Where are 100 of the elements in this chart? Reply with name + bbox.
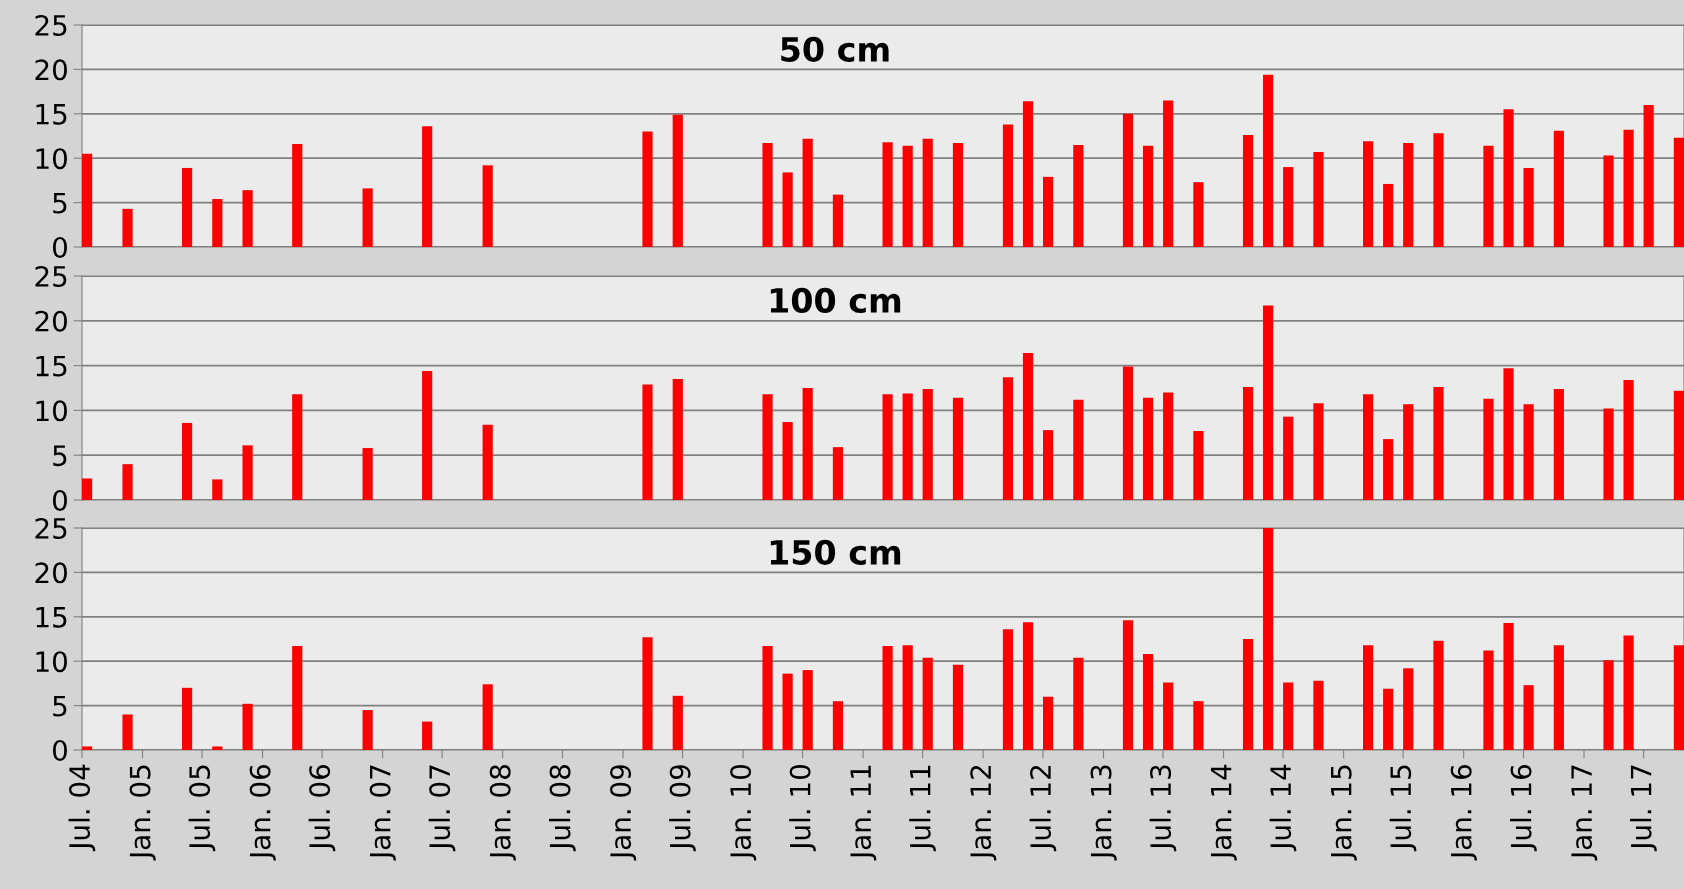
bar [902,645,913,750]
bar [1603,660,1614,750]
bar [952,143,964,247]
bar [1142,397,1154,500]
bar [902,393,913,500]
bar [1603,155,1614,247]
bar [1263,74,1274,247]
x-tick-label: Jan. 07 [369,765,396,861]
y-tick-label: 10 [36,651,67,673]
x-tick-label: Jan. 08 [489,765,516,861]
bar [482,684,493,750]
bar [292,394,303,500]
bar [642,384,653,500]
bar [672,695,683,750]
bar [1623,635,1634,750]
y-tick-label: 5 [53,445,67,467]
bar [1673,137,1684,247]
x-tick-label: Jan. 14 [1210,764,1237,861]
bar [82,478,93,500]
x-tick-label: Jan. 06 [249,764,276,861]
bar [362,188,373,247]
bar [122,714,133,750]
bar [1643,104,1654,247]
bar [832,447,844,500]
bar [1163,100,1174,247]
chart-title: 100 cm [770,287,901,313]
bar [1022,101,1034,247]
bar [1673,390,1684,500]
bar [1503,109,1514,247]
bar [642,637,653,750]
x-tick-label: Jan. 16 [1450,764,1477,861]
bar [212,479,223,500]
bar [1623,129,1634,247]
bar [1073,399,1084,500]
bar [1483,398,1494,500]
bar [1553,645,1564,750]
bar [902,145,913,247]
bar [1043,696,1054,750]
bar [882,646,893,750]
bar [1242,639,1254,750]
bar [782,673,793,750]
bar [242,190,253,247]
bar [762,143,773,247]
bar [1283,682,1294,750]
bar [952,397,964,500]
y-tick-label: 25 [35,265,67,287]
bar [292,646,303,750]
bar [1043,430,1054,500]
x-tick-label: Jan. 10 [730,765,757,861]
bar [832,701,844,750]
x-tick-label: Jul. 16 [1510,764,1537,852]
x-tick-label: Jan. 17 [1571,765,1598,861]
bar [1483,650,1494,750]
bar [1242,135,1254,247]
x-tick-label: Jul. 04 [68,764,96,852]
x-tick-label: Jan. 11 [850,765,877,861]
bar [1553,388,1564,500]
bar [762,394,773,500]
bar [922,657,933,750]
x-tick-label: Jul. 14 [1269,764,1297,852]
bar [1142,145,1154,247]
bar [882,394,893,500]
bar [1383,439,1394,500]
bar [181,422,193,500]
bar [482,424,493,500]
y-tick-label: 0 [52,236,67,258]
y-tick-label: 15 [36,104,67,125]
y-tick-label: 15 [36,607,67,628]
bar [1433,640,1444,750]
bar [1163,682,1174,750]
bar [952,664,964,750]
bar [1503,368,1514,500]
bar [762,646,773,750]
bar [1363,141,1374,247]
bar [1383,183,1394,247]
bar [1623,379,1634,500]
bar [1122,113,1134,247]
bar [1043,176,1054,247]
y-tick-label: 5 [53,695,67,717]
bar [1002,124,1014,247]
x-tick-label: Jul. 09 [669,765,696,852]
bar [1363,394,1374,500]
bar [362,448,373,500]
x-tick-label: Jan. 13 [1090,765,1117,861]
bar [1403,668,1414,750]
y-tick-label: 0 [52,739,67,761]
bar [1503,623,1514,750]
bar [362,710,373,750]
bar [1193,182,1204,247]
bar [672,114,683,247]
bar [122,464,133,500]
x-tick-label: Jan. 15 [1331,765,1357,861]
chart-title: 50 cm [781,36,889,62]
bar [1433,133,1444,247]
bar [642,131,653,247]
bar [882,142,893,247]
bar [1242,387,1254,500]
bar [672,379,683,500]
bar [181,167,193,247]
x-tick-label: Jul. 07 [428,765,456,852]
